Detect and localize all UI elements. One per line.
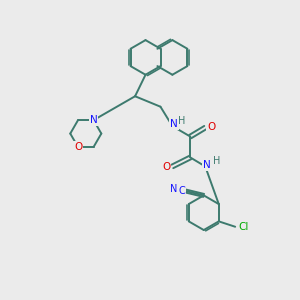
Text: O: O	[74, 142, 82, 152]
Text: O: O	[162, 162, 170, 172]
Text: Cl: Cl	[238, 222, 249, 232]
Text: N: N	[203, 160, 211, 170]
Text: N: N	[170, 119, 178, 129]
Text: N: N	[90, 115, 98, 125]
Text: H: H	[213, 156, 220, 166]
Text: C: C	[178, 186, 185, 196]
Text: H: H	[178, 116, 186, 126]
Text: N: N	[170, 184, 178, 194]
Text: O: O	[207, 122, 215, 132]
